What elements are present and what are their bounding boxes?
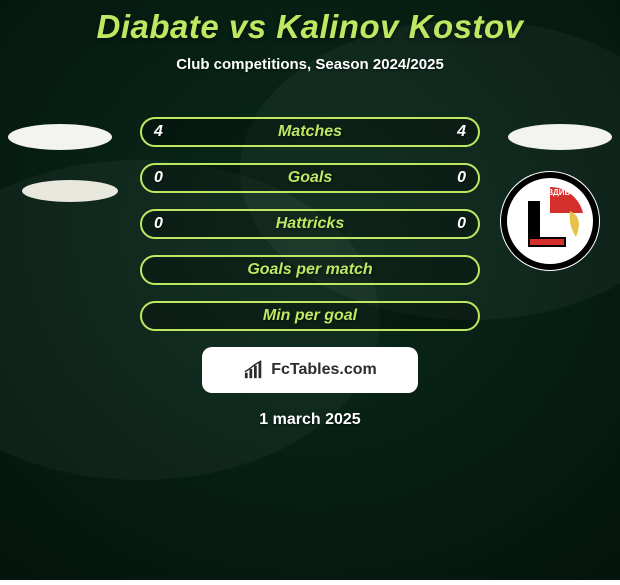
watermark-text: FcTables.com — [271, 361, 377, 379]
stat-row: Matches 4 4 — [140, 117, 480, 147]
player1-badge-placeholder-2 — [22, 180, 118, 202]
stat-value-left: 0 — [154, 215, 163, 233]
stat-label: Min per goal — [263, 307, 357, 325]
stat-value-right: 4 — [457, 123, 466, 141]
stat-row: Hattricks 0 0 — [140, 209, 480, 239]
player2-badge-placeholder — [508, 124, 612, 150]
stat-label: Goals — [288, 169, 332, 187]
stat-row: Goals per match — [140, 255, 480, 285]
stat-label: Goals per match — [247, 261, 372, 279]
player2-club-logo: ПЛОВДИВ — [500, 171, 600, 271]
generation-date: 1 march 2025 — [259, 411, 360, 429]
comparison-title: Diabate vs Kalinov Kostov — [97, 8, 524, 46]
comparison-subtitle: Club competitions, Season 2024/2025 — [176, 56, 444, 73]
stat-label: Matches — [278, 123, 342, 141]
stat-value-right: 0 — [457, 215, 466, 233]
stat-value-left: 4 — [154, 123, 163, 141]
chart-icon — [243, 360, 265, 380]
stat-value-left: 0 — [154, 169, 163, 187]
stat-value-right: 0 — [457, 169, 466, 187]
watermark: FcTables.com — [202, 347, 418, 393]
player1-badge-placeholder-1 — [8, 124, 112, 150]
svg-text:ПЛОВДИВ: ПЛОВДИВ — [530, 188, 571, 197]
stat-label: Hattricks — [276, 215, 344, 233]
stat-row: Min per goal — [140, 301, 480, 331]
stat-row: Goals 0 0 — [140, 163, 480, 193]
